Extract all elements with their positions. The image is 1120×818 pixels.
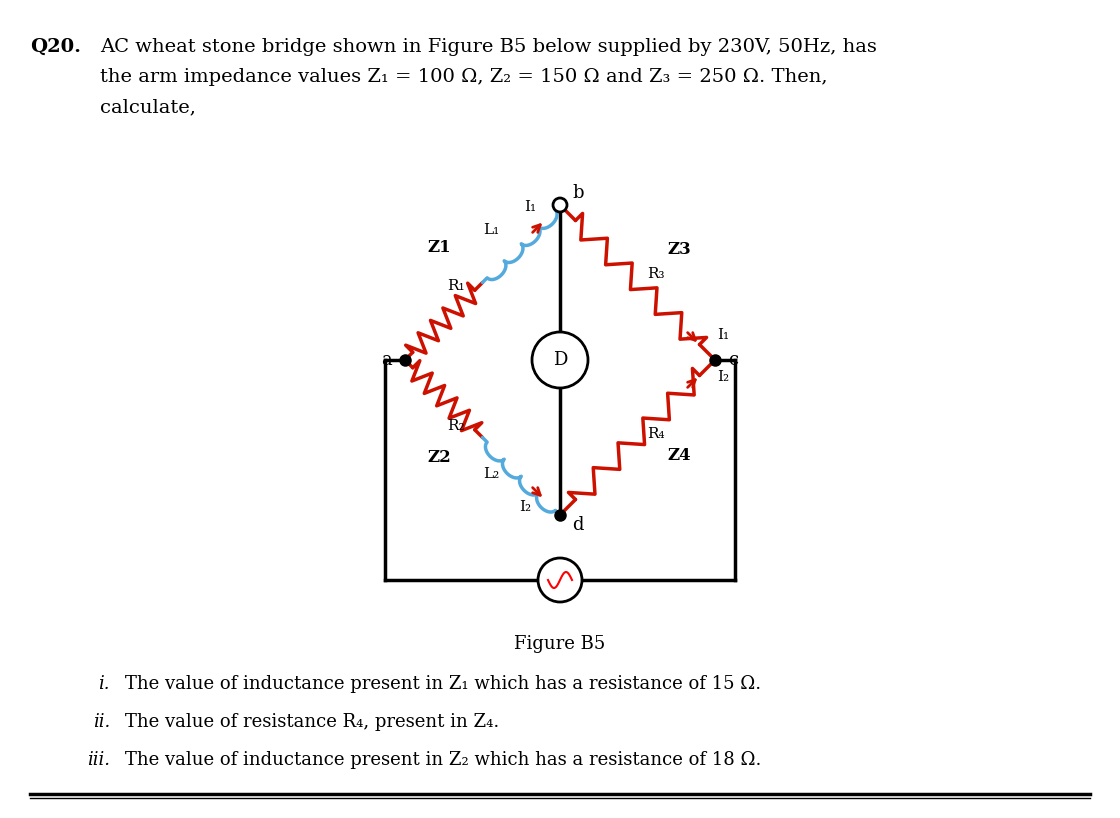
Text: Z1: Z1 [428, 240, 451, 257]
Text: Figure B5: Figure B5 [514, 635, 606, 653]
Text: The value of resistance R₄, present in Z₄.: The value of resistance R₄, present in Z… [125, 713, 500, 731]
Text: The value of inductance present in Z₁ which has a resistance of 15 Ω.: The value of inductance present in Z₁ wh… [125, 675, 762, 693]
Text: b: b [572, 184, 584, 202]
Text: D: D [553, 351, 567, 369]
Text: R₃: R₃ [647, 267, 665, 281]
Text: The value of inductance present in Z₂ which has a resistance of 18 Ω.: The value of inductance present in Z₂ wh… [125, 751, 762, 769]
Text: c: c [728, 351, 738, 369]
Text: Q20.: Q20. [30, 38, 81, 56]
Text: I₂: I₂ [520, 501, 532, 515]
Text: the arm impedance values Z₁ = 100 Ω, Z₂ = 150 Ω and Z₃ = 250 Ω. Then,: the arm impedance values Z₁ = 100 Ω, Z₂ … [100, 68, 828, 86]
Text: iii.: iii. [87, 751, 110, 769]
Text: R₄: R₄ [647, 426, 665, 441]
Text: d: d [572, 516, 584, 534]
Text: Z3: Z3 [668, 241, 691, 258]
Text: R₂: R₂ [448, 419, 465, 433]
Circle shape [538, 558, 582, 602]
Text: ii.: ii. [93, 713, 110, 731]
Text: R₁: R₁ [448, 280, 465, 294]
Text: I₂: I₂ [718, 370, 729, 384]
Text: AC wheat stone bridge shown in Figure B5 below supplied by 230V, 50Hz, has: AC wheat stone bridge shown in Figure B5… [100, 38, 877, 56]
Text: I₁: I₁ [524, 200, 536, 213]
Text: L₂: L₂ [484, 468, 500, 482]
Circle shape [553, 198, 567, 212]
Text: I₁: I₁ [718, 329, 729, 343]
Text: L₁: L₁ [484, 222, 500, 236]
Text: Z4: Z4 [668, 447, 691, 464]
Text: calculate,: calculate, [100, 98, 196, 116]
Text: i.: i. [99, 675, 110, 693]
Text: a: a [382, 351, 392, 369]
Text: Z2: Z2 [428, 450, 451, 466]
Circle shape [532, 332, 588, 388]
